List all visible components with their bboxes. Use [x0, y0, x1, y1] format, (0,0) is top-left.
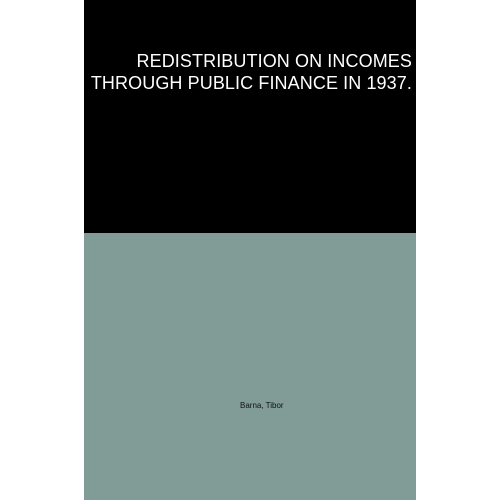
cover-bottom-panel: Barna, Tibor [84, 233, 416, 500]
book-title: REDISTRIBUTION ON INCOMES THROUGH PUBLIC… [90, 51, 412, 93]
book-cover: REDISTRIBUTION ON INCOMES THROUGH PUBLIC… [84, 0, 416, 500]
book-author: Barna, Tibor [240, 401, 284, 410]
cover-top-panel: REDISTRIBUTION ON INCOMES THROUGH PUBLIC… [84, 0, 416, 233]
